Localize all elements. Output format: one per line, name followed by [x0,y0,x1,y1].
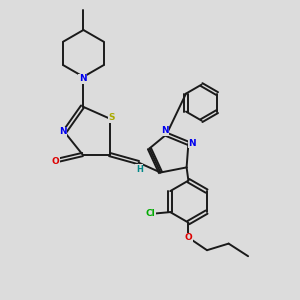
Text: O: O [184,233,192,242]
Text: Cl: Cl [145,209,155,218]
Text: N: N [161,126,169,135]
Text: O: O [52,157,60,166]
Text: N: N [59,128,67,136]
Text: H: H [136,165,142,174]
Text: N: N [79,74,86,83]
Text: S: S [109,113,115,122]
Text: N: N [188,139,196,148]
